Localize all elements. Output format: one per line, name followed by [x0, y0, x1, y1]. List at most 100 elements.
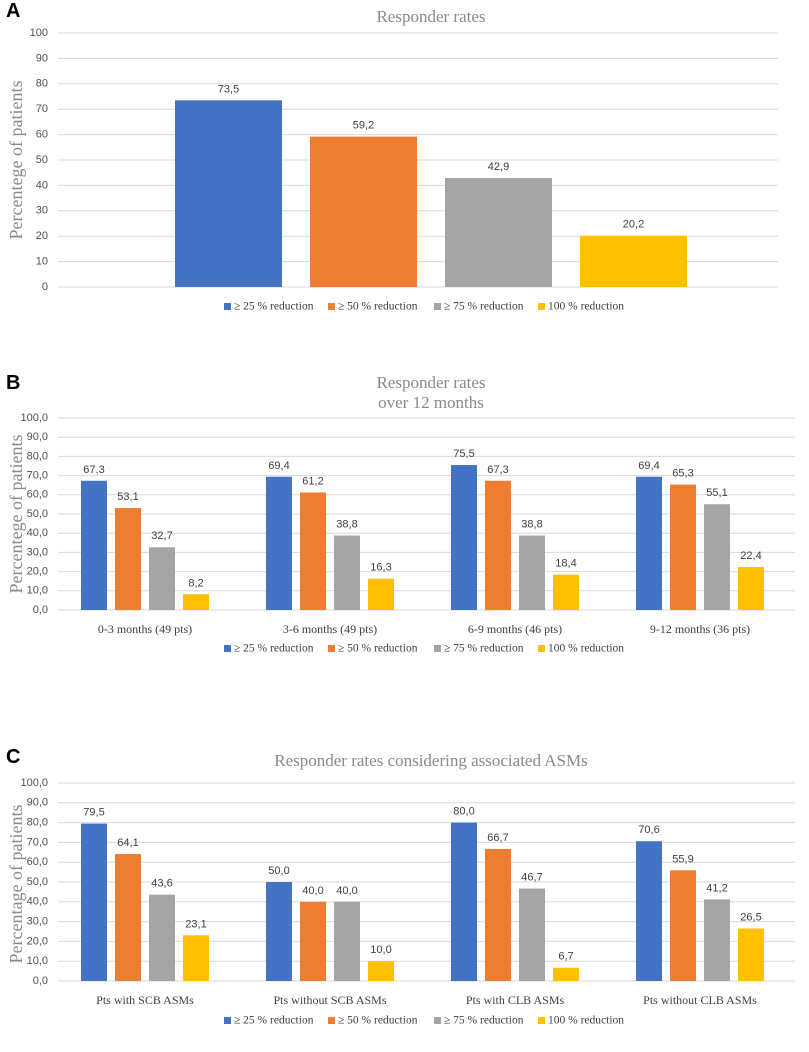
bar	[704, 899, 730, 981]
panel-letter: C	[6, 746, 21, 768]
bar	[149, 547, 175, 610]
data-label: 40,0	[302, 885, 323, 897]
x-tick-label: 9-12 months (36 pts)	[650, 622, 750, 636]
bar	[553, 574, 579, 610]
bar	[183, 935, 209, 981]
bar	[368, 578, 394, 610]
chart-c: Responder rates considering associated A…	[6, 751, 795, 1027]
bar	[670, 870, 696, 981]
data-label: 50,0	[268, 865, 289, 877]
y-tick-label: 0	[42, 281, 48, 293]
data-label: 38,8	[521, 519, 542, 531]
y-tick-label: 60,0	[27, 489, 48, 501]
data-label: 64,1	[117, 837, 138, 849]
bar	[81, 480, 107, 610]
legend-swatch	[434, 303, 441, 310]
y-tick-label: 80,0	[27, 817, 48, 829]
bar	[310, 136, 417, 287]
y-tick-label: 50,0	[27, 876, 48, 888]
legend-label: ≥ 50 % reduction	[338, 643, 418, 655]
legend-label: ≥ 75 % reduction	[444, 301, 524, 313]
y-tick-label: 10	[36, 256, 48, 268]
legend-label: 100 % reduction	[548, 643, 624, 655]
legend-swatch	[328, 645, 335, 652]
bar	[266, 882, 292, 981]
y-tick-label: 30,0	[27, 546, 48, 558]
legend-swatch	[434, 1017, 441, 1024]
legend-label: ≥ 50 % reduction	[338, 1015, 418, 1027]
bar	[300, 901, 326, 981]
bar	[485, 848, 511, 981]
x-tick-label: Pts without SCB ASMs	[273, 993, 386, 1007]
bar	[485, 480, 511, 610]
y-axis-label: Percentege of patients	[6, 435, 26, 594]
bar	[115, 854, 141, 981]
bar	[636, 841, 662, 981]
data-label: 79,5	[83, 807, 104, 819]
panel-c: C Responder rates considering associated…	[0, 746, 809, 1052]
y-tick-label: 70,0	[27, 836, 48, 848]
legend-swatch	[434, 645, 441, 652]
y-tick-label: 40,0	[27, 896, 48, 908]
y-tick-label: 20,0	[27, 935, 48, 947]
data-label: 18,4	[555, 558, 576, 570]
x-tick-label: 3-6 months (49 pts)	[283, 622, 377, 636]
chart-title: Responder rates considering associated A…	[274, 751, 588, 770]
data-label: 32,7	[151, 530, 172, 542]
y-tick-label: 40,0	[27, 527, 48, 539]
data-label: 67,3	[83, 464, 104, 476]
bar	[704, 504, 730, 610]
data-label: 42,9	[488, 161, 509, 173]
data-label: 16,3	[370, 562, 391, 574]
legend-label: ≥ 75 % reduction	[444, 643, 524, 655]
data-label: 61,2	[302, 475, 323, 487]
data-label: 22,4	[740, 550, 761, 562]
data-label: 75,5	[453, 448, 474, 460]
data-label: 69,4	[638, 460, 659, 472]
data-label: 26,5	[740, 912, 761, 924]
legend-swatch	[328, 1017, 335, 1024]
y-tick-label: 50,0	[27, 508, 48, 520]
y-tick-label: 10,0	[27, 585, 48, 597]
y-tick-label: 80,0	[27, 450, 48, 462]
x-tick-label: Pts with CLB ASMs	[466, 993, 565, 1007]
bar	[670, 484, 696, 610]
legend-swatch	[224, 645, 231, 652]
bar	[519, 535, 545, 610]
legend-swatch	[538, 303, 545, 310]
data-label: 55,1	[706, 487, 727, 499]
y-tick-label: 90,0	[27, 431, 48, 443]
y-tick-label: 20	[36, 230, 48, 242]
legend-label: ≥ 25 % reduction	[234, 643, 314, 655]
bar	[553, 967, 579, 981]
panel-b: B Responder rates over 12 months 0,0 10,0 20…	[0, 372, 809, 672]
bar	[81, 823, 107, 981]
bar	[580, 235, 687, 287]
data-label: 66,7	[487, 832, 508, 844]
data-label: 43,6	[151, 878, 172, 890]
data-label: 55,9	[672, 853, 693, 865]
x-tick-label: 6-9 months (46 pts)	[468, 622, 562, 636]
bar	[451, 465, 477, 610]
x-tick-label: Pts without CLB ASMs	[643, 993, 757, 1007]
chart-title: Responder rates	[376, 373, 485, 392]
data-label: 20,2	[623, 219, 644, 231]
panel-letter: A	[6, 0, 21, 22]
data-label: 65,3	[672, 468, 693, 480]
y-tick-label: 60	[36, 129, 48, 141]
bar	[183, 594, 209, 610]
data-label: 67,3	[487, 464, 508, 476]
data-label: 38,8	[336, 519, 357, 531]
bar	[738, 928, 764, 981]
legend-label: ≥ 50 % reduction	[338, 301, 418, 313]
data-label: 69,4	[268, 460, 289, 472]
bar	[149, 894, 175, 981]
y-tick-label: 100,0	[20, 777, 48, 789]
legend-label: ≥ 25 % reduction	[234, 301, 314, 313]
panel-letter: B	[6, 372, 21, 394]
bar	[334, 535, 360, 610]
y-axis-label: Percentage of patients	[6, 805, 26, 964]
chart-title: over 12 months	[378, 393, 484, 412]
y-tick-label: 60,0	[27, 856, 48, 868]
y-tick-label: 90	[36, 52, 48, 64]
